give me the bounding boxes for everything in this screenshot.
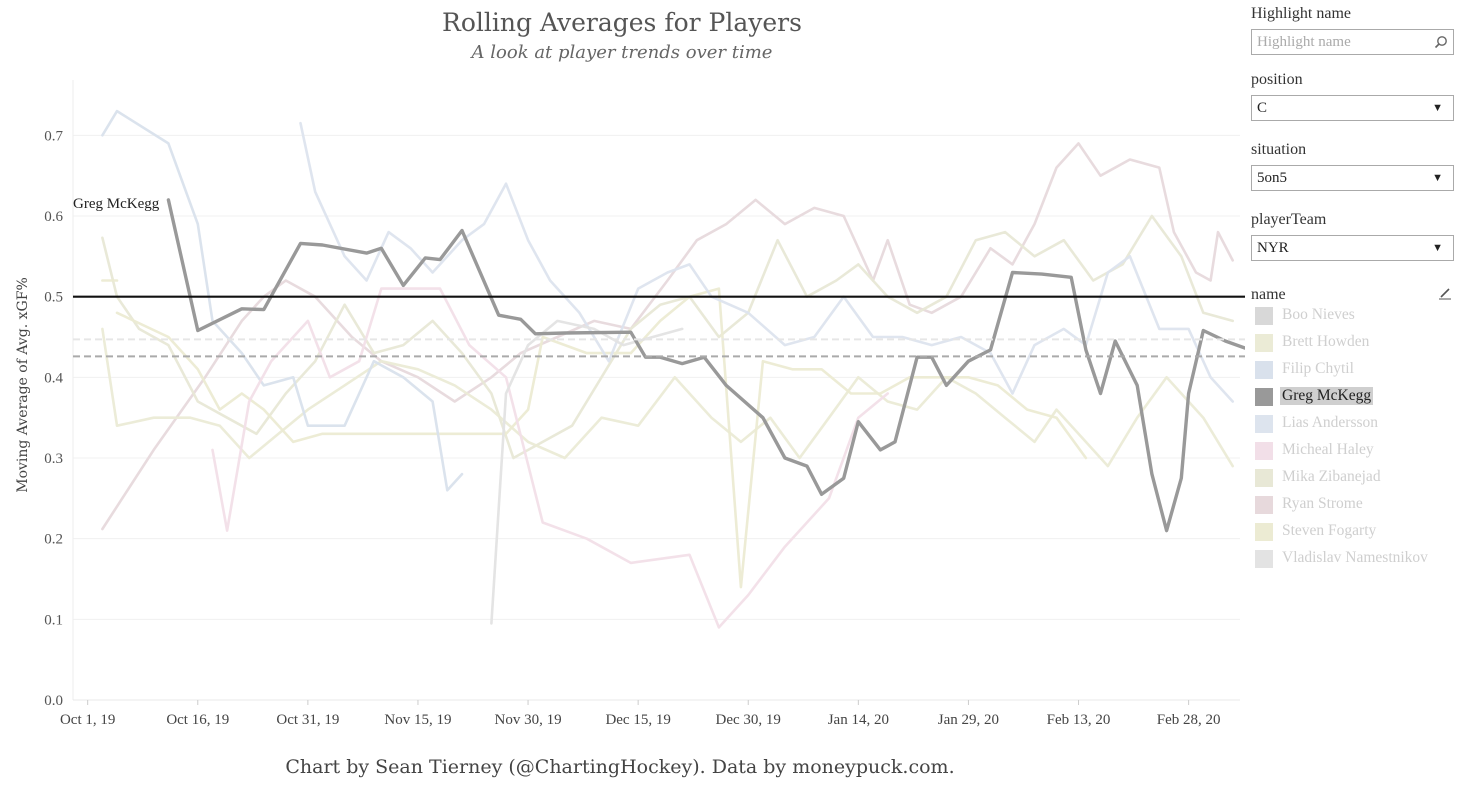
y-tick-label: 0.1 xyxy=(44,612,63,628)
series-line-steven-fogarty-2 xyxy=(115,287,1088,589)
chart-subtitle: A look at player trends over time xyxy=(471,42,773,63)
legend-item-label: Lias Andersson xyxy=(1282,414,1379,431)
position-filter-label: position xyxy=(1251,71,1303,88)
legend-item-label: Mika Zibanejad xyxy=(1282,468,1381,485)
legend: name Boo Nieves Brett Howden Filip Chytil G… xyxy=(1251,284,1454,574)
legend-item-label: Filip Chytil xyxy=(1282,360,1354,377)
situation-filter: situation 5on5 ▼ xyxy=(1251,141,1454,191)
legend-header: name xyxy=(1251,284,1454,304)
series-layer xyxy=(101,109,1245,629)
position-value: C xyxy=(1257,100,1268,116)
legend-item-label: Micheal Haley xyxy=(1282,441,1374,458)
series-line-mika-zibanejad xyxy=(101,214,1234,460)
legend-swatch xyxy=(1255,307,1273,325)
legend-swatch xyxy=(1255,388,1273,406)
highlight-search-input[interactable]: Highlight name xyxy=(1251,29,1454,55)
y-tick-label: 0.3 xyxy=(44,451,63,467)
legend-item[interactable]: Micheal Haley xyxy=(1251,439,1454,466)
team-value: NYR xyxy=(1257,240,1289,256)
highlight-filter: Highlight name Highlight name xyxy=(1251,5,1454,55)
position-filter: position C ▼ xyxy=(1251,71,1454,121)
legend-swatch xyxy=(1255,361,1273,379)
y-axis-label: Moving Average of Avg. xGF% xyxy=(15,277,31,493)
grid-layer xyxy=(72,80,1240,701)
series-line-micheal-haley xyxy=(211,287,889,629)
team-filter: playerTeam NYR ▼ xyxy=(1251,211,1454,261)
legend-item-label: Vladislav Namestnikov xyxy=(1282,549,1428,566)
legend-items: Boo Nieves Brett Howden Filip Chytil Greg M… xyxy=(1251,304,1454,574)
legend-item-label: Brett Howden xyxy=(1282,333,1370,350)
legend-swatch xyxy=(1255,442,1273,460)
x-tick-label: Feb 28, 20 xyxy=(1157,712,1221,728)
legend-item[interactable]: Filip Chytil xyxy=(1251,358,1454,385)
situation-filter-label: situation xyxy=(1251,141,1307,158)
legend-item-label: Boo Nieves xyxy=(1282,306,1355,323)
series-line-filip-chytil xyxy=(101,109,464,492)
chevron-down-icon[interactable]: ▼ xyxy=(1432,172,1443,184)
credit-footer: Chart by Sean Tierney (@ChartingHockey).… xyxy=(285,756,955,778)
legend-swatch xyxy=(1255,523,1273,541)
x-tick-label: Oct 16, 19 xyxy=(166,712,229,728)
series-line-vladislav-namestnikov xyxy=(490,319,684,625)
series-line-ryan-strome xyxy=(101,142,1234,531)
line-chart[interactable]: 0.0 0.1 0.2 0.3 0.4 0.5 0.6 0.7 Oct 1, 19 Oct 16,… xyxy=(0,0,1245,745)
team-dropdown[interactable]: NYR ▼ xyxy=(1251,235,1454,261)
x-tick-label: Oct 31, 19 xyxy=(276,712,339,728)
legend-item[interactable]: Ryan Strome xyxy=(1251,493,1454,520)
x-tick-label: Feb 13, 20 xyxy=(1047,712,1111,728)
legend-item-label: Steven Fogarty xyxy=(1282,522,1377,539)
x-tick-label: Nov 15, 19 xyxy=(384,712,451,728)
legend-item-label: Ryan Strome xyxy=(1282,495,1363,512)
legend-item[interactable]: Vladislav Namestnikov xyxy=(1251,547,1454,574)
legend-item[interactable]: Steven Fogarty xyxy=(1251,520,1454,547)
legend-item[interactable]: Greg McKegg xyxy=(1251,385,1454,412)
y-tick-label: 0.2 xyxy=(44,532,63,548)
team-filter-label: playerTeam xyxy=(1251,211,1327,228)
series-line-brett-howden xyxy=(101,327,1234,468)
legend-title: name xyxy=(1251,286,1286,303)
chevron-down-icon[interactable]: ▼ xyxy=(1432,102,1443,114)
x-tick-label: Dec 15, 19 xyxy=(605,712,670,728)
reference-lines xyxy=(73,295,1245,358)
legend-item[interactable]: Boo Nieves xyxy=(1251,304,1454,331)
axis-layer: 0.0 0.1 0.2 0.3 0.4 0.5 0.6 0.7 Oct 1, 19 Oct 16,… xyxy=(44,128,1220,728)
position-dropdown[interactable]: C ▼ xyxy=(1251,95,1454,121)
legend-item[interactable]: Mika Zibanejad xyxy=(1251,466,1454,493)
y-tick-label: 0.5 xyxy=(44,290,63,306)
chart-title: Rolling Averages for Players xyxy=(442,8,802,37)
situation-dropdown[interactable]: 5on5 ▼ xyxy=(1251,165,1454,191)
legend-swatch xyxy=(1255,334,1273,352)
highlight-search-placeholder: Highlight name xyxy=(1257,34,1351,50)
legend-swatch xyxy=(1255,469,1273,487)
chevron-down-icon[interactable]: ▼ xyxy=(1432,242,1443,254)
x-tick-label: Nov 30, 19 xyxy=(495,712,562,728)
y-tick-label: 0.7 xyxy=(44,128,63,144)
legend-swatch xyxy=(1255,550,1273,568)
y-tick-label: 0.6 xyxy=(44,209,63,225)
legend-swatch xyxy=(1255,496,1273,514)
search-icon[interactable] xyxy=(1434,35,1448,49)
y-tick-label: 0.4 xyxy=(44,370,63,386)
legend-item-label: Greg McKegg xyxy=(1280,387,1374,405)
legend-item[interactable]: Brett Howden xyxy=(1251,331,1454,358)
situation-value: 5on5 xyxy=(1257,170,1287,186)
highlight-series-label: Greg McKegg xyxy=(73,196,160,212)
legend-swatch xyxy=(1255,415,1273,433)
highlight-filter-label: Highlight name xyxy=(1251,5,1351,22)
x-tick-label: Jan 29, 20 xyxy=(938,712,999,728)
edit-pencil-icon[interactable] xyxy=(1438,286,1452,300)
y-tick-label: 0.0 xyxy=(44,693,63,709)
series-line-greg-mckegg xyxy=(166,198,1245,533)
x-tick-label: Oct 1, 19 xyxy=(60,712,115,728)
x-tick-label: Dec 30, 19 xyxy=(716,712,781,728)
legend-item[interactable]: Lias Andersson xyxy=(1251,412,1454,439)
x-tick-label: Jan 14, 20 xyxy=(828,712,889,728)
